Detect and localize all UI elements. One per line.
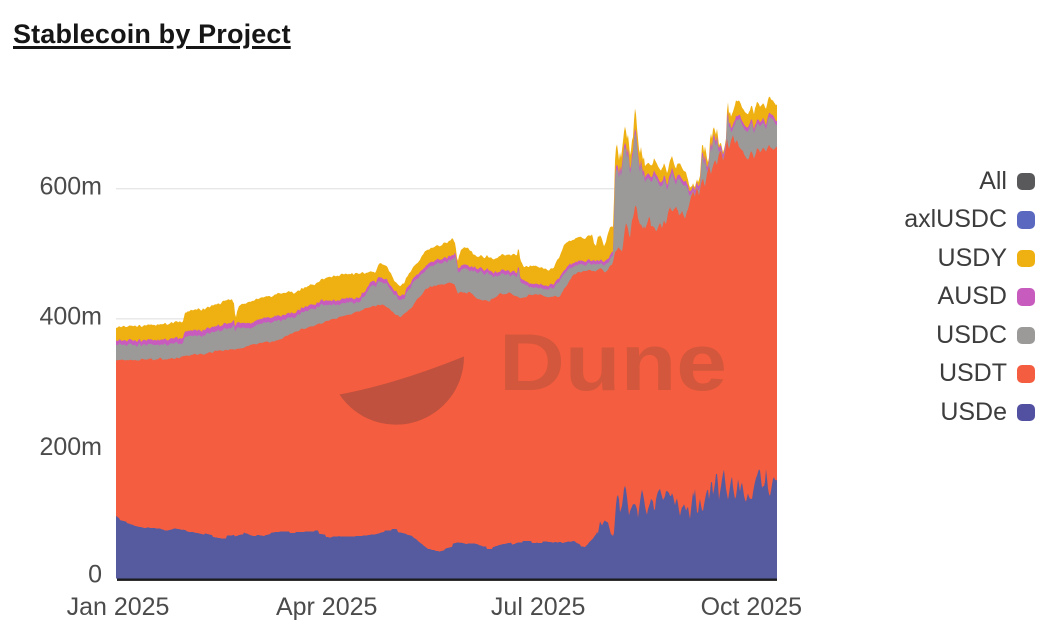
svg-text:Apr 2025: Apr 2025 — [276, 593, 377, 621]
svg-text:200m: 200m — [39, 433, 102, 461]
svg-text:0: 0 — [88, 561, 102, 589]
svg-text:600m: 600m — [39, 173, 102, 201]
svg-text:Dune: Dune — [499, 318, 727, 408]
svg-text:Jan 2025: Jan 2025 — [67, 593, 170, 621]
svg-text:Jul 2025: Jul 2025 — [491, 593, 586, 621]
svg-text:400m: 400m — [39, 303, 102, 331]
svg-text:Oct 2025: Oct 2025 — [701, 593, 802, 621]
